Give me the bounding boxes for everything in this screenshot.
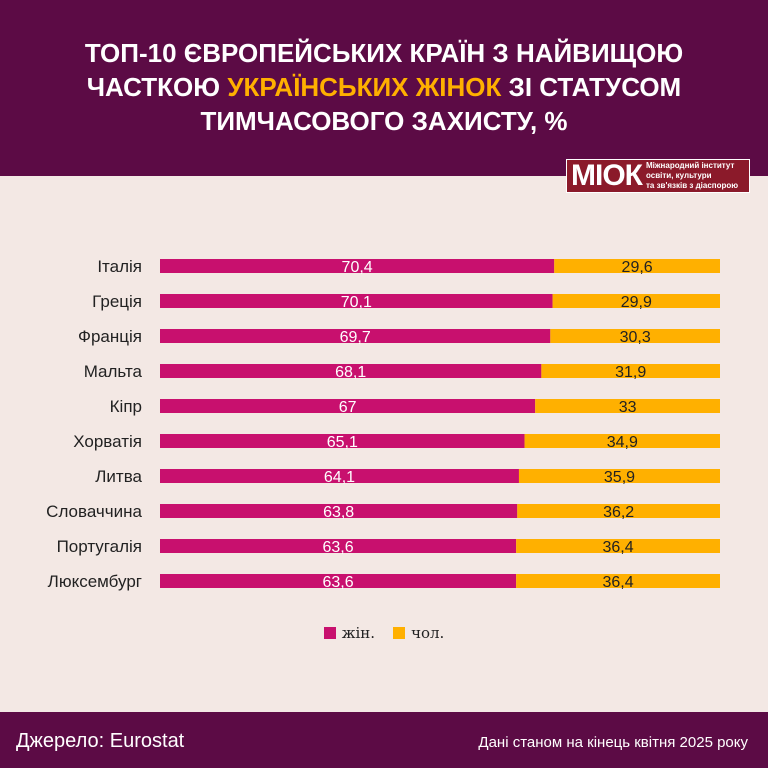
data-label: 34,9 — [607, 434, 638, 451]
logo: МІОК Міжнародний інститут освіти, культу… — [566, 159, 750, 193]
data-label: 36,2 — [603, 504, 634, 521]
bar-men — [516, 574, 720, 588]
data-label: 63,6 — [323, 539, 354, 556]
bar-men — [524, 434, 720, 448]
category-label: Хорватія — [73, 432, 142, 451]
title-line-2: ЧАСТКОЮ УКРАЇНСЬКИХ ЖІНОК ЗІ СТАТУСОМ — [0, 70, 768, 104]
logo-text: Міжнародний інститут освіти, культури та… — [646, 161, 738, 191]
legend-item-women: жін. — [323, 624, 376, 642]
category-label: Греція — [92, 292, 142, 311]
data-label: 67 — [339, 399, 357, 416]
footer: Джерело: Eurostat Дані станом на кінець … — [0, 712, 768, 768]
legend-label: чол. — [411, 624, 445, 642]
category-label: Люксембург — [48, 572, 142, 591]
bar-women — [160, 434, 525, 448]
data-label: 36,4 — [603, 539, 634, 556]
data-label: 63,6 — [323, 574, 354, 591]
legend: жін. чол. — [0, 624, 768, 642]
category-label: Кіпр — [110, 397, 142, 416]
bar-men — [554, 259, 720, 273]
bar-women — [160, 504, 518, 518]
bar-women — [160, 259, 555, 273]
data-label: 70,1 — [341, 294, 372, 311]
data-label: 69,7 — [340, 329, 371, 346]
title-text: ЗІ СТАТУСОМ — [501, 72, 682, 102]
bar-men — [552, 294, 720, 308]
bar-men — [550, 329, 720, 343]
category-label: Італія — [97, 257, 142, 276]
bar-women — [160, 294, 553, 308]
legend-item-men: чол. — [393, 624, 444, 642]
bar-women — [160, 539, 517, 553]
title-line-1: ТОП-10 ЄВРОПЕЙСЬКИХ КРАЇН З НАЙВИЩОЮ — [84, 38, 684, 68]
legend-label: жін. — [341, 624, 376, 642]
title-line-3: ТИМЧАСОВОГО ЗАХИСТУ, % — [200, 106, 568, 136]
data-label: 29,9 — [621, 294, 652, 311]
bar-women — [160, 399, 536, 413]
bar-women — [160, 469, 519, 483]
data-label: 33 — [619, 399, 637, 416]
bar-women — [160, 329, 551, 343]
title-text: ЧАСТКОЮ — [86, 72, 228, 102]
category-label: Франція — [78, 327, 142, 346]
title-highlight: УКРАЇНСЬКИХ ЖІНОК — [227, 72, 502, 102]
bar-women — [160, 574, 517, 588]
logo-line: та зв'язків з діаспорою — [645, 181, 739, 190]
data-label: 30,3 — [620, 329, 651, 346]
data-label: 63,8 — [323, 504, 354, 521]
bar-men — [535, 399, 720, 413]
data-label: 68,1 — [335, 364, 366, 381]
date-note: Дані станом на кінець квітня 2025 року — [478, 734, 748, 751]
logo-line: освіти, культури — [645, 171, 712, 180]
data-label: 35,9 — [604, 469, 635, 486]
data-label: 70,4 — [342, 259, 373, 276]
data-label: 65,1 — [327, 434, 358, 451]
bar-men — [518, 469, 720, 483]
logo-line: Міжнародний інститут — [645, 161, 735, 170]
bar-men — [541, 364, 720, 378]
data-label: 31,9 — [615, 364, 646, 381]
source: Джерело: Eurostat — [16, 730, 185, 752]
category-label: Португалія — [57, 537, 142, 556]
category-label: Литва — [95, 467, 142, 486]
legend-swatch-women — [323, 627, 336, 639]
data-label: 64,1 — [324, 469, 355, 486]
bar-men — [517, 504, 720, 518]
bar-men — [516, 539, 720, 553]
header: ТОП-10 ЄВРОПЕЙСЬКИХ КРАЇН З НАЙВИЩОЮ ЧАС… — [0, 0, 768, 176]
data-label: 29,6 — [622, 259, 653, 276]
category-label: Мальта — [84, 362, 143, 381]
bar-women — [160, 364, 542, 378]
legend-swatch-men — [393, 627, 406, 639]
category-label: Словаччина — [46, 502, 142, 521]
chart-title: ТОП-10 ЄВРОПЕЙСЬКИХ КРАЇН З НАЙВИЩОЮ ЧАС… — [0, 36, 768, 138]
data-label: 36,4 — [603, 574, 634, 591]
logo-mark: МІОК — [571, 159, 643, 192]
